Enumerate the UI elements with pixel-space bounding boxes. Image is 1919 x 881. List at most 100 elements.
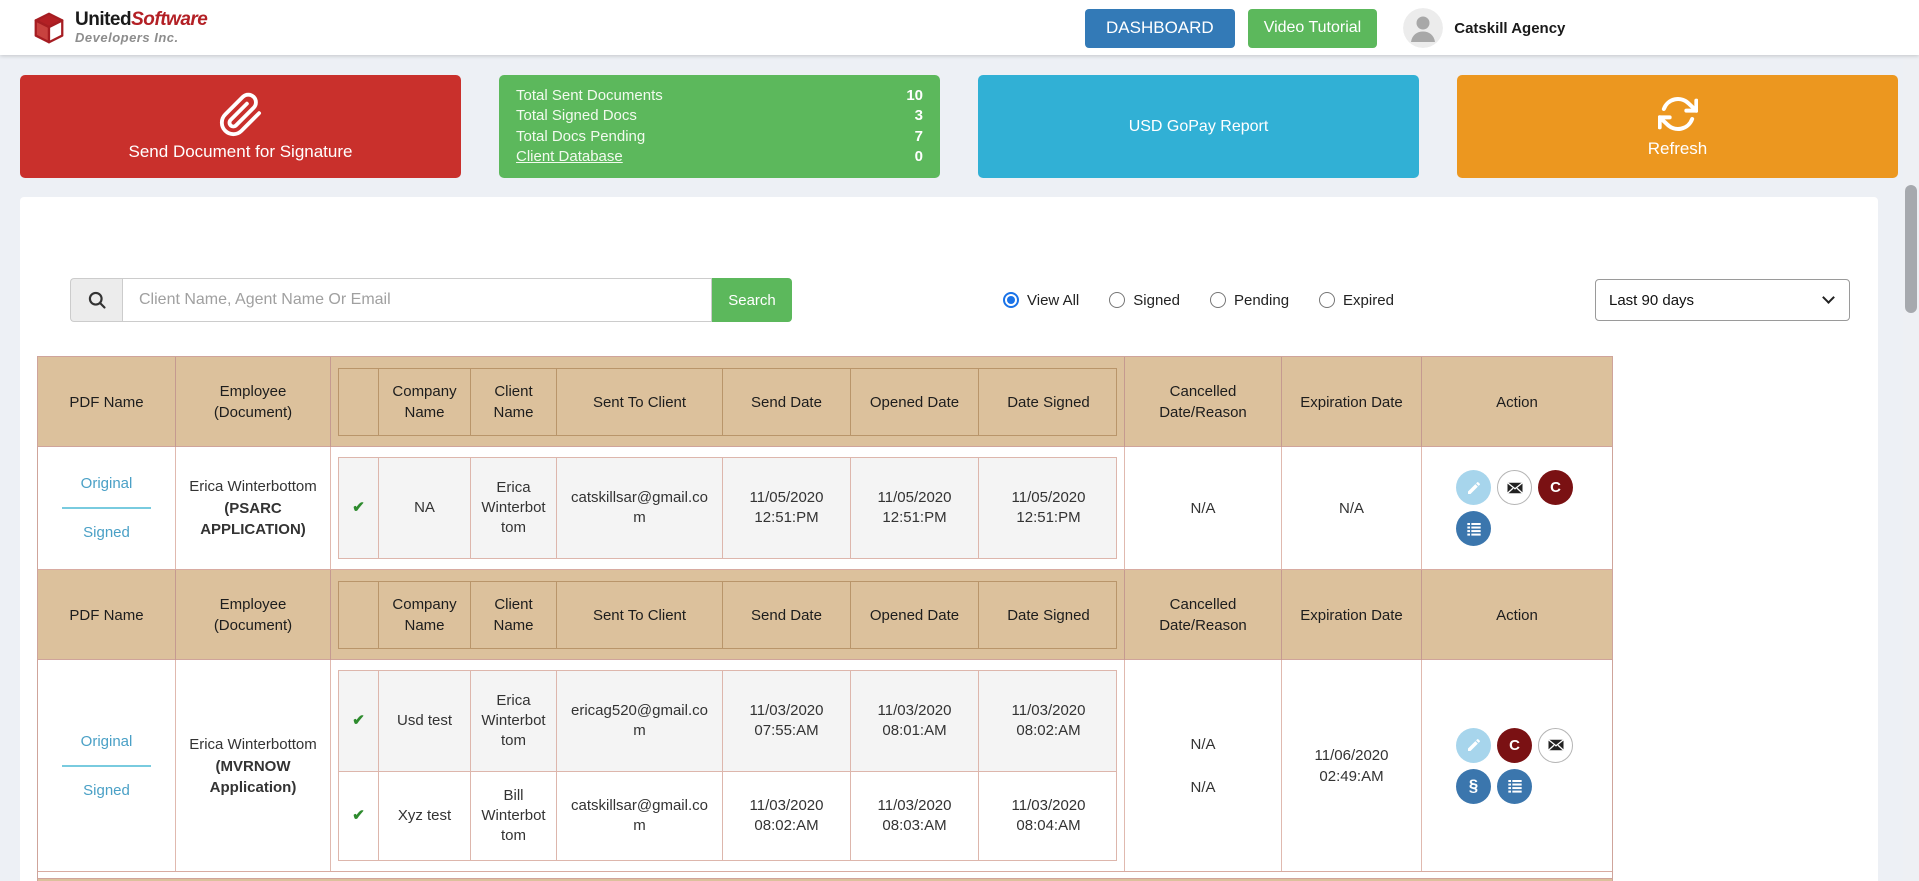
action-list-button[interactable]	[1456, 511, 1491, 546]
status-filters: View All Signed Pending Expired	[1003, 292, 1394, 309]
search-button[interactable]: Search	[712, 278, 792, 322]
paperclip-icon	[219, 92, 261, 136]
stats-card: Total Sent Documents 10 Total Signed Doc…	[499, 75, 940, 178]
main-panel: Search View All Signed Pending Expired	[20, 197, 1878, 881]
employee-name: Erica Winterbottom	[189, 735, 317, 753]
filter-label: Pending	[1233, 291, 1290, 309]
app-logo[interactable]: UnitedSoftware Developers Inc.	[30, 10, 208, 46]
email-cell: catskillsar@gmail.com	[557, 458, 723, 558]
divider	[61, 764, 152, 767]
documents-table: PDF Name Employee (Document) Company Nam…	[37, 356, 1613, 881]
stat-total-pending: Total Docs Pending 7	[516, 127, 923, 147]
employee-cell: Erica Winterbottom (PSARC APPLICATION)	[176, 447, 331, 569]
action-edit-button[interactable]	[1456, 470, 1491, 505]
toolbar: Search View All Signed Pending Expired	[20, 197, 1878, 322]
inner-table: ✔ NA Erica Winterbottom catskillsar@gmai…	[338, 457, 1117, 559]
user-icon	[1403, 8, 1444, 48]
header-expiration: Expiration Date	[1282, 570, 1422, 660]
opened-date-cell: 11/03/2020 08:01:AM	[851, 671, 979, 771]
expiration-value: 11/06/2020 02:49:AM	[1314, 746, 1389, 785]
logo-box-icon	[34, 12, 64, 43]
action-list-button[interactable]	[1497, 768, 1532, 804]
stat-total-signed: Total Signed Docs 3	[516, 106, 923, 126]
header-sent-to: Sent To Client	[557, 369, 723, 435]
header-company: Company Name	[379, 582, 471, 648]
stat-value: 7	[914, 127, 923, 145]
expiration-cell: N/A	[1282, 447, 1422, 569]
cancel-icon: C	[1509, 736, 1520, 754]
email-cell: ericag520@gmail.com	[557, 671, 723, 771]
checkmark-icon: ✔	[339, 772, 379, 860]
header-checkbox-col	[339, 369, 379, 435]
radio-icon[interactable]	[1319, 292, 1336, 308]
cancel-icon: C	[1550, 479, 1561, 496]
filter-label: View All	[1027, 291, 1080, 309]
stat-value: 3	[914, 107, 923, 125]
action-link-button[interactable]: §	[1456, 768, 1491, 804]
send-document-card[interactable]: Send Document for Signature	[20, 75, 461, 178]
gopay-report-card[interactable]: USD GoPay Report	[978, 75, 1419, 178]
search-icon	[70, 278, 122, 322]
action-buttons: C §	[1453, 725, 1581, 807]
topbar: UnitedSoftware Developers Inc. DASHBOARD…	[0, 0, 1919, 55]
original-pdf-link[interactable]: Original	[80, 475, 133, 492]
topbar-right: DASHBOARD Video Tutorial Catskill Agency	[1085, 8, 1565, 48]
header-employee: Employee (Document)	[176, 570, 331, 660]
date-signed-cell: 11/05/2020 12:51:PM	[1011, 489, 1086, 526]
header-opened-date: Opened Date	[851, 582, 979, 648]
client-cell: Bill Winterbottom	[471, 772, 557, 860]
refresh-icon	[1657, 97, 1698, 131]
header-client: Client Name	[471, 369, 557, 435]
table-header-row-partial	[38, 878, 1612, 881]
signed-pdf-link[interactable]: Signed	[83, 524, 130, 541]
checkmark-icon: ✔	[339, 671, 379, 771]
envelope-icon	[1547, 739, 1564, 751]
list-icon	[1466, 522, 1481, 536]
date-range-select[interactable]: Last 90 days	[1595, 279, 1850, 321]
filter-signed[interactable]: Signed	[1109, 292, 1180, 309]
send-date-cell: 11/05/2020 12:51:PM	[723, 458, 851, 558]
action-cancel-button[interactable]: C	[1538, 470, 1573, 505]
radio-icon[interactable]	[1109, 292, 1126, 308]
radio-icon[interactable]	[1003, 292, 1019, 308]
filter-view-all[interactable]: View All	[1003, 292, 1079, 309]
action-email-button[interactable]	[1538, 727, 1573, 763]
header-date-signed: Date Signed	[1007, 393, 1090, 411]
refresh-card[interactable]: Refresh	[1457, 75, 1898, 178]
cancelled-value: N/A	[1190, 499, 1216, 517]
original-pdf-link[interactable]: Original	[80, 732, 133, 750]
document-group-row: Original Signed Erica Winterbottom (PSAR…	[38, 447, 1612, 570]
sent-document-row: ✔ Xyz test Bill Winterbottom catskillsar…	[339, 771, 1116, 860]
scrollbar[interactable]	[1903, 0, 1919, 881]
search-input[interactable]	[122, 278, 712, 322]
header-pdf-name: PDF Name	[38, 357, 176, 447]
sent-document-row: ✔ Usd test Erica Winterbottom ericag520@…	[339, 671, 1116, 771]
cancelled-cell: N/A N/A	[1125, 660, 1282, 871]
action-email-button[interactable]	[1497, 470, 1532, 505]
header-company: Company Name	[379, 369, 471, 435]
scrollbar-thumb[interactable]	[1905, 185, 1917, 313]
cancelled-cell: N/A	[1125, 447, 1282, 569]
avatar[interactable]	[1403, 8, 1444, 48]
action-edit-button[interactable]	[1456, 727, 1491, 763]
stat-client-database[interactable]: Client Database 0	[516, 147, 923, 167]
client-database-link[interactable]: Client Database	[516, 147, 623, 165]
video-tutorial-button[interactable]: Video Tutorial	[1247, 8, 1378, 48]
client-cell: Erica Winterbottom	[471, 671, 557, 771]
opened-date-cell: 11/03/2020 08:03:AM	[851, 772, 979, 860]
dashboard-button[interactable]: DASHBOARD	[1085, 8, 1235, 48]
header-opened-date: Opened Date	[851, 369, 979, 435]
action-cancel-button[interactable]: C	[1497, 727, 1532, 763]
table-header-row: PDF Name Employee (Document) Company Nam…	[38, 570, 1612, 660]
radio-icon[interactable]	[1209, 292, 1226, 308]
header-employee: Employee (Document)	[176, 357, 331, 447]
filter-pending[interactable]: Pending	[1209, 291, 1290, 309]
list-icon	[1507, 780, 1522, 793]
opened-date-cell: 11/05/2020 12:51:PM	[851, 458, 979, 558]
signed-pdf-link[interactable]: Signed	[83, 781, 130, 799]
pencil-icon	[1467, 481, 1480, 494]
filter-expired[interactable]: Expired	[1319, 292, 1394, 309]
header-action: Action	[1496, 606, 1538, 624]
action-cell: C §	[1422, 660, 1612, 871]
